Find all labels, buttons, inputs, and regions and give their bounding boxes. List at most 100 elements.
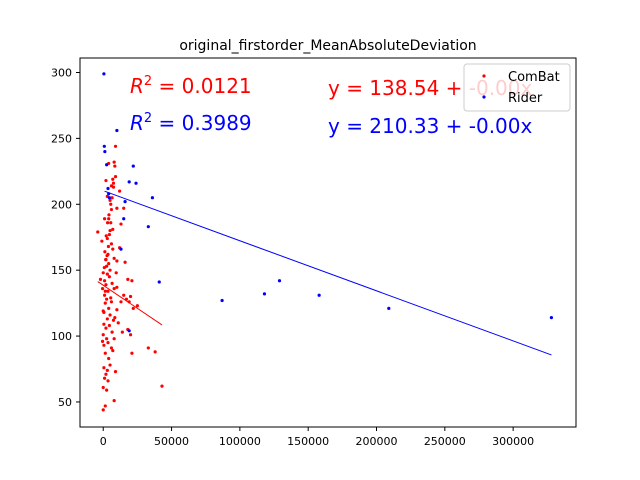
point-combat: [105, 264, 109, 268]
point-combat: [107, 261, 111, 266]
point-combat: [104, 178, 108, 183]
point-combat: [102, 217, 107, 221]
point-combat: [111, 318, 116, 322]
point-combat: [107, 323, 111, 328]
point-combat: [103, 404, 107, 408]
point-combat: [105, 272, 109, 276]
point-combat: [113, 164, 117, 168]
point-combat: [126, 277, 130, 281]
point-combat: [128, 333, 133, 337]
point-combat: [104, 283, 108, 287]
point-combat: [109, 296, 113, 300]
point-combat: [115, 259, 119, 263]
point-rider: [131, 164, 135, 168]
legend-label-rider: Rider: [508, 91, 543, 106]
point-combat: [120, 330, 124, 334]
legend-marker-rider: [482, 95, 486, 99]
point-combat: [106, 252, 110, 256]
point-combat: [108, 229, 112, 233]
point-combat: [114, 271, 118, 275]
point-combat: [103, 351, 107, 355]
point-combat: [105, 368, 109, 372]
point-rider: [150, 196, 155, 200]
data-points: [96, 72, 554, 412]
point-rider: [220, 298, 224, 303]
point-combat: [98, 277, 103, 281]
point-combat: [106, 379, 110, 383]
point-combat: [160, 384, 164, 388]
point-combat: [102, 376, 107, 380]
point-combat: [153, 350, 157, 354]
point-rider: [157, 280, 161, 284]
y-tick-label: 150: [51, 264, 72, 277]
point-combat: [107, 213, 111, 217]
point-combat: [118, 189, 122, 193]
point-combat: [101, 385, 105, 390]
point-combat: [106, 341, 110, 345]
point-combat: [105, 337, 109, 341]
y-tick-label: 200: [51, 198, 72, 211]
point-combat: [103, 250, 107, 254]
chart-title: original_firstorder_MeanAbsoluteDeviatio…: [179, 38, 476, 54]
point-combat: [115, 308, 119, 312]
legend-marker-combat: [482, 74, 486, 78]
y-tick-label: 250: [51, 132, 72, 145]
point-combat: [100, 287, 105, 291]
point-combat: [102, 322, 106, 326]
point-combat: [109, 202, 113, 206]
fit-line-combat: [97, 281, 163, 326]
point-combat: [96, 230, 100, 234]
point-rider: [262, 292, 267, 296]
point-combat: [101, 309, 105, 313]
point-combat: [102, 366, 106, 370]
point-combat: [111, 348, 115, 353]
x-tick-label: 200000: [356, 435, 398, 448]
y-tick-label: 300: [51, 66, 72, 79]
point-combat: [102, 265, 106, 270]
point-combat: [111, 177, 115, 181]
point-rider: [127, 180, 131, 184]
point-combat: [107, 306, 111, 310]
point-combat: [110, 281, 114, 285]
point-combat: [112, 399, 116, 403]
legend: ComBat Rider: [463, 63, 571, 112]
point-combat: [105, 297, 109, 301]
point-combat: [104, 234, 108, 238]
fit-line-rider: [104, 190, 552, 356]
point-combat: [104, 258, 108, 262]
point-combat: [102, 343, 106, 347]
y-tick-label: 100: [51, 330, 72, 343]
point-combat: [109, 207, 114, 212]
x-tick-label: 150000: [287, 435, 329, 448]
point-combat: [104, 326, 108, 330]
point-combat: [128, 294, 133, 299]
x-tick-label: 100000: [219, 435, 261, 448]
point-combat: [109, 300, 114, 304]
point-combat: [113, 144, 118, 148]
point-combat: [112, 160, 116, 164]
point-combat: [115, 206, 119, 210]
point-combat: [127, 300, 131, 304]
legend-box: [463, 63, 571, 112]
regression-lines: [97, 190, 552, 356]
point-combat: [109, 242, 114, 246]
rider-r2-symbol: R: [130, 111, 144, 135]
point-combat: [123, 260, 127, 264]
combat-r2-annotation: R2 = 0.0121: [130, 74, 252, 98]
plot-frame: [79, 57, 577, 428]
point-combat: [113, 370, 118, 374]
combat-r2-symbol: R: [130, 74, 144, 98]
point-combat: [111, 181, 116, 185]
point-combat: [108, 198, 112, 202]
point-combat: [107, 275, 111, 279]
combat-r2-value: = 0.0121: [152, 74, 251, 98]
point-combat: [107, 217, 111, 221]
rider-r2-value: = 0.3989: [152, 111, 251, 135]
point-combat: [119, 300, 123, 304]
point-combat: [110, 330, 114, 334]
point-combat: [122, 293, 126, 297]
point-combat: [108, 363, 112, 367]
point-combat: [113, 316, 117, 320]
point-combat: [102, 279, 107, 283]
point-rider: [122, 217, 126, 221]
